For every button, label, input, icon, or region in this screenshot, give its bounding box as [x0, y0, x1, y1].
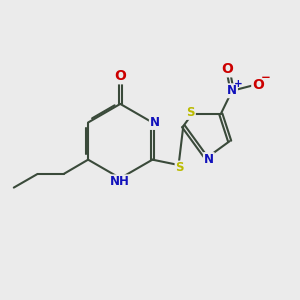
Text: S: S: [186, 106, 195, 119]
Text: O: O: [114, 69, 126, 83]
Text: O: O: [221, 62, 233, 76]
Text: +: +: [234, 79, 242, 89]
Text: N: N: [150, 116, 160, 129]
Text: NH: NH: [110, 175, 130, 188]
Text: N: N: [227, 84, 237, 97]
Text: −: −: [260, 71, 270, 85]
Text: O: O: [252, 78, 264, 92]
Text: S: S: [176, 161, 184, 175]
Text: N: N: [204, 153, 214, 166]
